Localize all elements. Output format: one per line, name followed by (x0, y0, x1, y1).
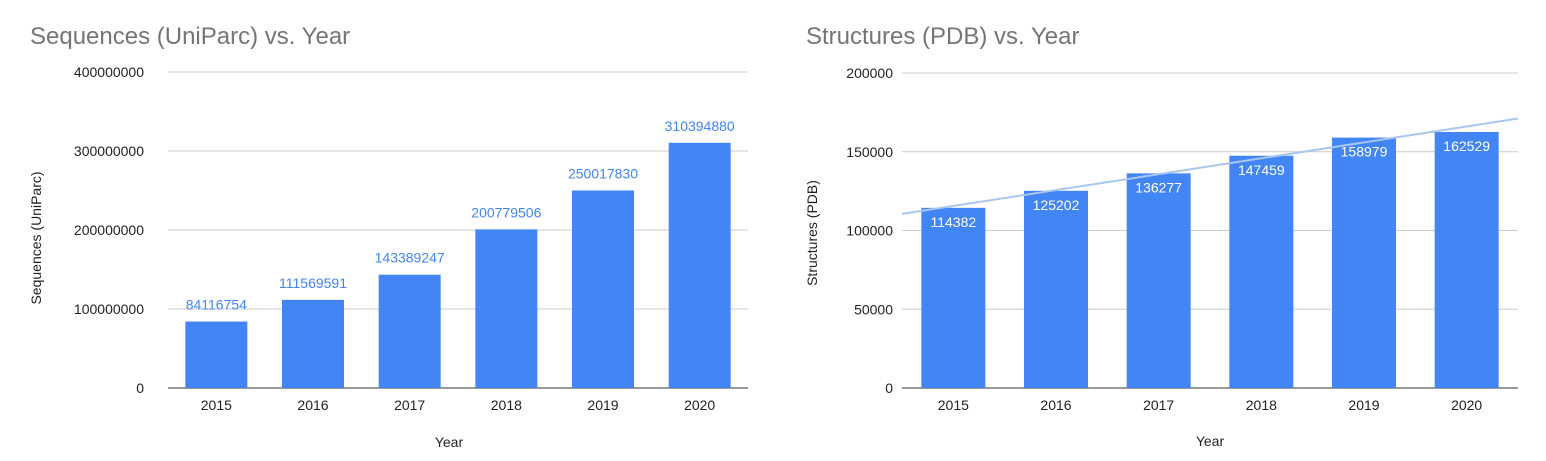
y-tick-label: 100000 (846, 223, 893, 239)
bar-2017 (1126, 173, 1191, 388)
bar-2019 (572, 190, 634, 388)
y-tick-label: 300000000 (74, 143, 144, 159)
bar-2015 (185, 321, 248, 388)
y-tick-label: 0 (885, 380, 893, 396)
data-label: 125202 (1033, 197, 1080, 213)
data-label: 114382 (930, 214, 976, 230)
data-label: 111569591 (279, 275, 347, 291)
trendline (901, 117, 1519, 215)
y-tick-labels: 0 50000 100000 150000 200000 (846, 65, 893, 396)
trendline-line (901, 117, 1519, 215)
structures-chart: Structures (PDB) vs. Year 0 50000 100000 15… (804, 23, 1519, 449)
x-axis-title: Year (435, 434, 464, 450)
data-label: 158979 (1341, 144, 1388, 160)
x-tick-label: 2020 (1451, 397, 1482, 413)
x-tick-labels: 2015 2016 2017 2018 2019 2020 (938, 397, 1483, 413)
bar-2020 (668, 142, 731, 388)
bar-2019 (1332, 137, 1396, 388)
y-axis-title: Sequences (UniParc) (28, 171, 44, 304)
y-tick-label: 200000 (846, 65, 893, 81)
data-label: 250017830 (568, 165, 638, 181)
y-tick-label: 100000000 (74, 301, 144, 317)
y-tick-label: 200000000 (74, 222, 144, 238)
y-axis-title: Structures (PDB) (804, 180, 820, 286)
bar-2018 (475, 229, 538, 388)
x-tick-labels: 2015 2016 2017 2018 2019 2020 (201, 397, 716, 413)
x-tick-label: 2019 (587, 397, 618, 413)
chart-title: Structures (PDB) vs. Year (806, 23, 1079, 50)
y-tick-label: 0 (136, 380, 144, 396)
chart-title: Sequences (UniParc) vs. Year (30, 23, 350, 50)
bar-2015 (921, 207, 986, 388)
gridlines (902, 72, 1518, 389)
x-axis-title: Year (1196, 433, 1225, 449)
data-labels: 84116754 111569591 143389247 200779506 25001… (186, 118, 735, 313)
bars (921, 132, 1499, 388)
data-label: 143389247 (375, 250, 445, 266)
y-tick-label: 50000 (854, 301, 893, 317)
x-tick-label: 2018 (491, 397, 522, 413)
x-tick-label: 2017 (1143, 397, 1174, 413)
y-tick-labels: 0 100000000 200000000 300000000 400000000 (74, 64, 144, 396)
data-labels: 114382 125202 136277 147459 158979 162529 (930, 138, 1490, 230)
bar-2020 (1434, 132, 1499, 388)
bar-2018 (1229, 155, 1294, 388)
sequences-chart: Sequences (UniParc) vs. Year 0 100000000 2… (28, 23, 748, 450)
data-label: 162529 (1443, 138, 1490, 154)
gridlines (168, 71, 748, 389)
x-tick-label: 2019 (1348, 397, 1379, 413)
data-label: 200779506 (471, 204, 541, 220)
x-tick-label: 2018 (1246, 397, 1277, 413)
bar-2016 (1024, 190, 1088, 388)
x-tick-label: 2016 (1040, 397, 1071, 413)
bar-2016 (282, 299, 344, 388)
x-tick-label: 2015 (938, 397, 969, 413)
x-tick-label: 2017 (394, 397, 425, 413)
y-tick-label: 150000 (846, 144, 893, 160)
x-tick-label: 2020 (684, 397, 715, 413)
x-tick-label: 2015 (201, 397, 232, 413)
data-label: 84116754 (186, 297, 247, 313)
bars (185, 142, 731, 388)
x-tick-label: 2016 (297, 397, 328, 413)
bar-2017 (378, 274, 441, 388)
data-label: 310394880 (665, 118, 735, 134)
data-label: 136277 (1135, 179, 1182, 195)
y-tick-label: 400000000 (74, 64, 144, 80)
data-label: 147459 (1238, 162, 1285, 178)
